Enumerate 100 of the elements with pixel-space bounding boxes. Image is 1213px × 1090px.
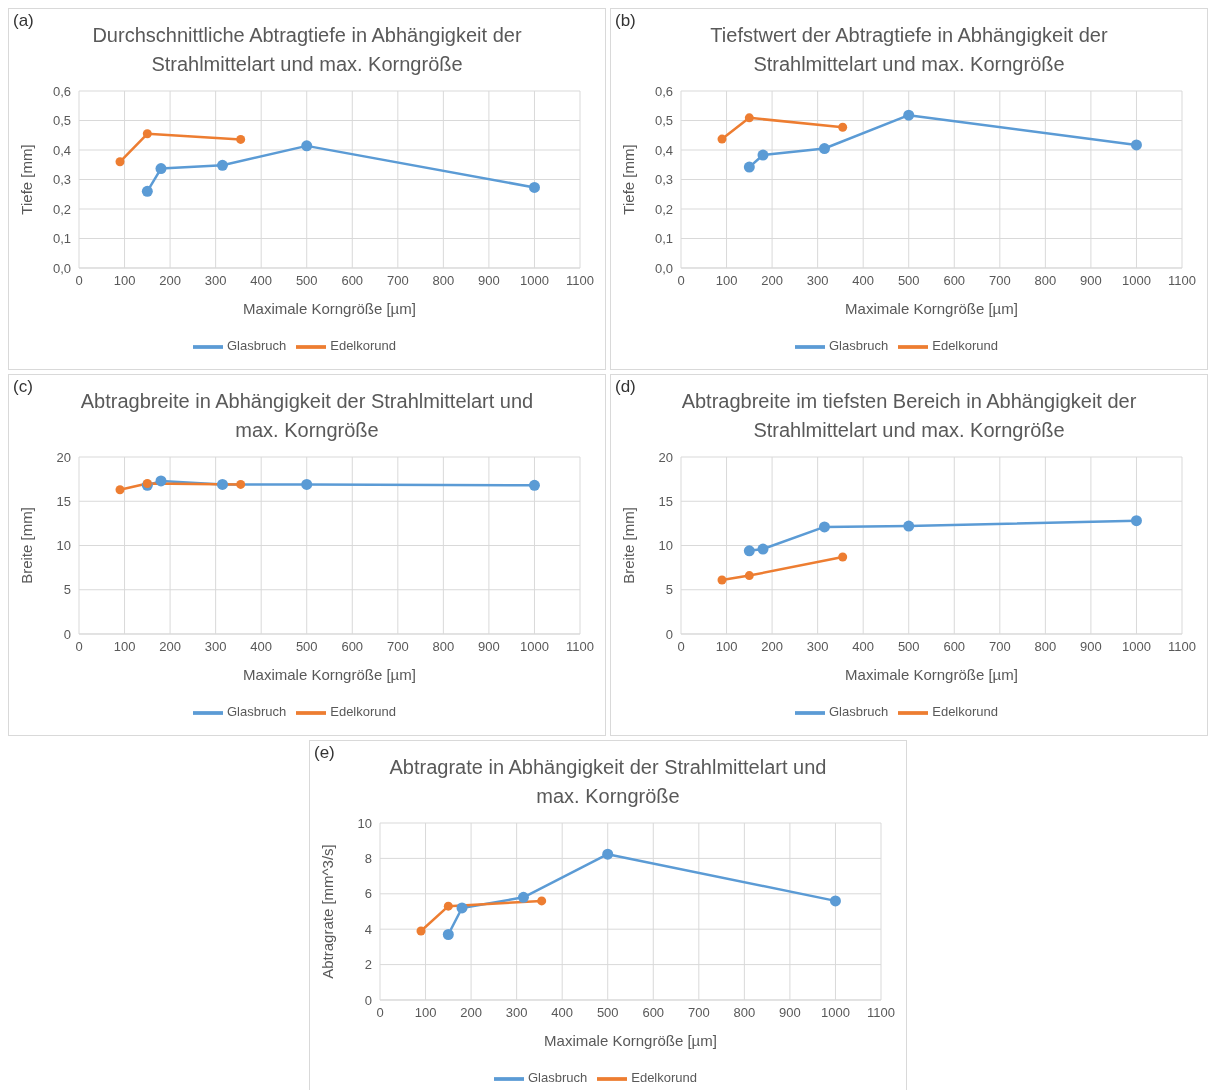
text: (b) xyxy=(615,11,636,31)
x-tick-label: 0 xyxy=(376,1005,384,1021)
x-tick-label: 100 xyxy=(715,639,738,655)
x-tick-label: 200 xyxy=(761,639,783,655)
x-tick-label: 900 xyxy=(478,273,500,289)
x-tick-label: 1100 xyxy=(1168,639,1196,655)
x-tick-label: 400 xyxy=(551,1005,574,1021)
legend-label: Edelkorund xyxy=(330,338,397,354)
x-tick-label: 700 xyxy=(687,1005,710,1021)
x-tick-label: 800 xyxy=(432,639,455,655)
x-axis-title: Maximale Korngröße [µm] xyxy=(544,1032,717,1049)
y-tick-label: 0 xyxy=(364,992,372,1008)
y-tick-label: 10 xyxy=(56,538,71,554)
y-tick-label: 10 xyxy=(658,538,673,554)
point xyxy=(456,902,468,914)
x-tick-label: 100 xyxy=(113,273,136,289)
y-axis-title: Breite [mm] xyxy=(620,507,638,584)
y-tick-label: 0,1 xyxy=(52,231,71,247)
y-axis-title: Breite [mm] xyxy=(18,507,36,584)
point xyxy=(155,475,167,487)
point xyxy=(1130,515,1142,527)
x-tick-label: 800 xyxy=(1034,639,1057,655)
y-axis-title: Tiefe [mm] xyxy=(620,144,638,215)
chart-title: Tiefstwert der Abtragtiefe in Abhängigkeit der Strahlmittelart und max. Korngröße xyxy=(709,23,1109,77)
point xyxy=(818,521,830,533)
y-tick-label: 0,1 xyxy=(654,231,673,247)
point xyxy=(602,848,614,860)
x-axis-title: Maximale Korngröße [µm] xyxy=(845,666,1018,683)
x-tick-label: 1000 xyxy=(519,273,549,289)
point xyxy=(216,478,228,490)
x-tick-label: 600 xyxy=(943,273,966,289)
x-tick-label: 700 xyxy=(386,273,409,289)
legend-label: Edelkorund xyxy=(932,338,999,354)
x-tick-label: 1000 xyxy=(1121,639,1151,655)
legend-label: Glasbruch xyxy=(226,338,287,354)
legend-label: Glasbruch xyxy=(527,1070,588,1086)
x-tick-label: 500 xyxy=(295,639,318,655)
x-tick-label: 600 xyxy=(642,1005,665,1021)
y-tick-label: 2 xyxy=(364,957,372,973)
legend-label: Edelkorund xyxy=(932,704,999,720)
point xyxy=(1130,139,1142,151)
text: (d) xyxy=(615,377,636,397)
point xyxy=(115,485,125,495)
point xyxy=(818,143,830,155)
y-tick-label: 20 xyxy=(56,449,71,465)
x-tick-label: 1100 xyxy=(867,1005,895,1021)
y-tick-label: 0 xyxy=(665,626,673,642)
y-tick-label: 0,2 xyxy=(654,201,673,217)
text: (e) xyxy=(314,743,335,763)
x-tick-label: 900 xyxy=(478,639,500,655)
x-tick-label: 700 xyxy=(988,639,1011,655)
x-tick-label: 400 xyxy=(250,273,273,289)
y-tick-label: 0,0 xyxy=(654,260,673,276)
legend-label: Glasbruch xyxy=(828,704,889,720)
x-tick-label: 600 xyxy=(341,273,364,289)
point xyxy=(236,134,246,144)
x-tick-label: 100 xyxy=(414,1005,437,1021)
x-axis-title: Maximale Korngröße [µm] xyxy=(845,300,1018,317)
point xyxy=(743,161,755,173)
point xyxy=(416,926,426,936)
point xyxy=(528,479,540,491)
x-tick-label: 400 xyxy=(852,273,875,289)
x-tick-label: 800 xyxy=(432,273,455,289)
x-tick-label: 100 xyxy=(715,273,738,289)
y-tick-label: 15 xyxy=(56,493,71,509)
point xyxy=(757,543,769,555)
point xyxy=(537,896,547,906)
point xyxy=(301,140,313,152)
x-tick-label: 400 xyxy=(852,639,875,655)
x-tick-label: 1000 xyxy=(519,639,549,655)
point xyxy=(301,478,313,490)
x-tick-label: 300 xyxy=(505,1005,528,1021)
x-tick-label: 800 xyxy=(733,1005,756,1021)
x-tick-label: 600 xyxy=(943,639,966,655)
point xyxy=(155,163,167,175)
x-tick-label: 1000 xyxy=(820,1005,850,1021)
point xyxy=(744,571,754,581)
x-tick-label: 300 xyxy=(204,639,227,655)
chart-title: Abtragbreite im tiefsten Bereich in Abhängigkeit der Strahlmittelart und max. Korngröße xyxy=(680,389,1138,443)
y-tick-label: 0 xyxy=(63,626,71,642)
x-tick-label: 100 xyxy=(113,639,136,655)
y-tick-label: 15 xyxy=(658,493,673,509)
y-tick-label: 0,0 xyxy=(52,260,71,276)
point xyxy=(442,929,454,941)
x-tick-label: 1100 xyxy=(566,273,594,289)
y-tick-label: 8 xyxy=(364,851,372,867)
chart-title: Durchschnittliche Abtragtiefe in Abhängigkeit der Strahlmittelart und max. Korngröße xyxy=(91,23,523,77)
y-tick-label: 0,2 xyxy=(52,201,71,217)
x-tick-label: 900 xyxy=(779,1005,801,1021)
x-tick-label: 300 xyxy=(806,639,829,655)
y-tick-label: 6 xyxy=(364,886,372,902)
y-tick-label: 0,4 xyxy=(654,142,673,158)
y-tick-label: 0,3 xyxy=(52,172,71,188)
x-tick-label: 0 xyxy=(677,639,685,655)
y-axis-title: Abtragrate [mm^3/s] xyxy=(319,844,337,979)
y-tick-label: 0,6 xyxy=(52,83,71,99)
point xyxy=(757,149,769,161)
point xyxy=(216,159,228,171)
point xyxy=(142,129,152,139)
y-tick-label: 20 xyxy=(658,449,673,465)
